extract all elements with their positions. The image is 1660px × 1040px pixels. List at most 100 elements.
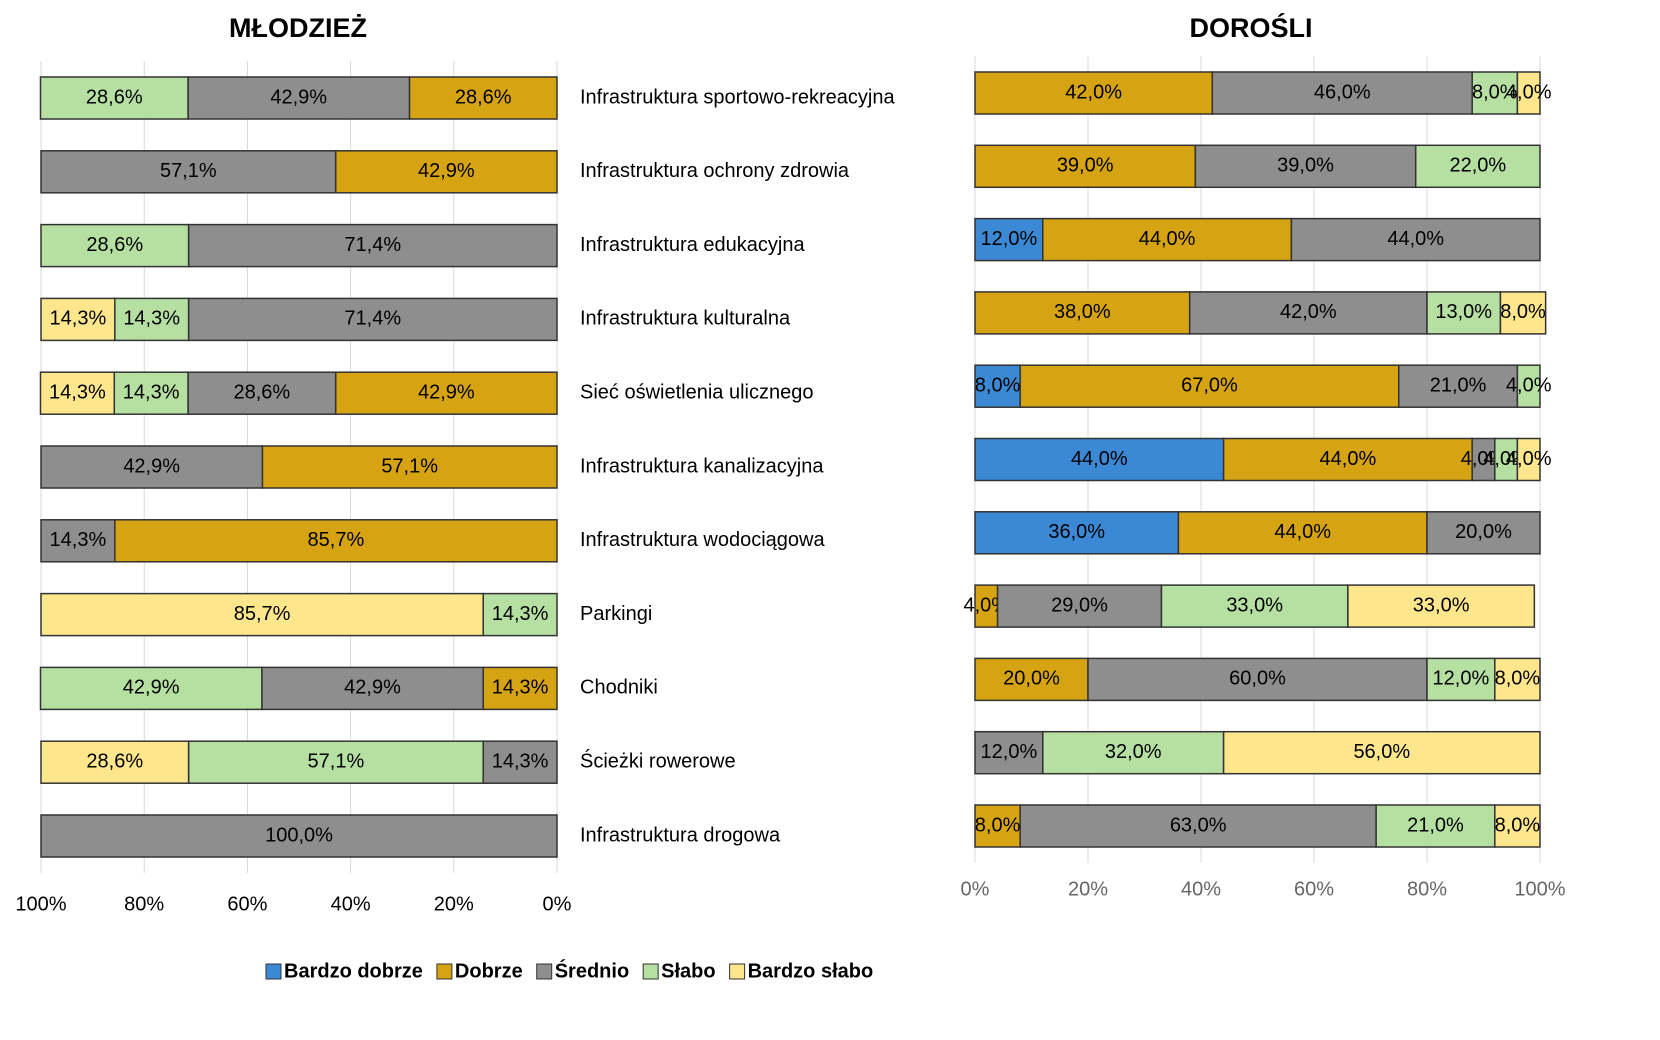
data-label: 21,0%: [1407, 814, 1464, 836]
data-label: 22,0%: [1449, 155, 1506, 177]
data-label: 39,0%: [1277, 155, 1334, 177]
data-label: 42,0%: [1065, 81, 1122, 103]
bar-segment: [1494, 804, 1541, 848]
bar-segment: [1160, 584, 1349, 628]
bar-segment: [1087, 657, 1428, 702]
data-label: 14,3%: [50, 529, 107, 551]
bar-segment: [1177, 511, 1428, 555]
x-tick-label: 100%: [1514, 878, 1565, 900]
bar-segment: [187, 297, 558, 342]
category-label: Parkingi: [580, 603, 652, 625]
bar-segment: [974, 511, 1180, 555]
data-label: 14,3%: [123, 381, 180, 403]
data-label: 4,0%: [1506, 81, 1552, 103]
bar-segment: [996, 584, 1163, 628]
data-label: 85,7%: [308, 529, 365, 551]
bar-segment: [187, 223, 558, 268]
bar-segment: [40, 592, 484, 637]
bar-segment: [974, 437, 1225, 482]
bar-segment: [1471, 71, 1519, 115]
bar-segment: [1398, 364, 1519, 408]
data-label: 20,0%: [1455, 521, 1512, 543]
x-tick-label: 60%: [227, 893, 267, 915]
data-label: 8,0%: [1495, 814, 1541, 836]
data-label: 39,0%: [1057, 155, 1114, 177]
x-tick-label: 80%: [1407, 878, 1447, 900]
bar-segment: [40, 150, 337, 194]
data-label: 14,3%: [50, 308, 107, 330]
category-label: Ścieżki rowerowe: [580, 748, 736, 772]
x-tick-label: 40%: [331, 893, 371, 915]
bar-segment: [40, 297, 116, 342]
category-label: Chodniki: [580, 677, 658, 699]
data-label: 56,0%: [1353, 741, 1410, 763]
legend-label: Dobrze: [455, 960, 523, 982]
data-label: 85,7%: [234, 603, 291, 625]
bar-segment: [974, 730, 1044, 775]
chart-title: DOROŚLI: [1189, 12, 1312, 43]
data-label: 14,3%: [49, 381, 106, 403]
data-label: 4,0%: [1506, 448, 1552, 470]
data-label: 28,6%: [233, 381, 290, 403]
data-label: 57,1%: [381, 455, 438, 477]
bar-segment: [261, 666, 484, 711]
bar-segment: [1042, 730, 1225, 775]
bar-segment: [1211, 71, 1473, 115]
bar-segment: [187, 740, 484, 784]
data-label: 8,0%: [1495, 668, 1541, 690]
data-label: 8,0%: [975, 374, 1021, 396]
bar-segment: [334, 371, 558, 415]
bar-segment: [1290, 217, 1541, 262]
bar-segment: [974, 364, 1021, 408]
bar-segment: [1414, 144, 1541, 189]
data-label: 44,0%: [1274, 521, 1331, 543]
bar-segment: [1426, 511, 1541, 555]
data-label: 28,6%: [86, 86, 143, 108]
data-label: 21,0%: [1430, 374, 1487, 396]
legend-swatch: [729, 963, 746, 980]
data-label: 46,0%: [1314, 81, 1371, 103]
data-label: 57,1%: [308, 750, 365, 772]
bar-segment: [1375, 804, 1496, 848]
data-label: 4,0%: [1506, 374, 1552, 396]
data-label: 13,0%: [1435, 301, 1492, 323]
bar-segment: [39, 371, 116, 415]
data-label: 33,0%: [1226, 594, 1283, 616]
x-tick-label: 60%: [1294, 878, 1334, 900]
bar-segment: [187, 371, 337, 415]
data-label: 29,0%: [1051, 594, 1108, 616]
data-label: 28,6%: [86, 234, 143, 256]
legend-swatch: [642, 963, 659, 980]
bar-segment: [974, 144, 1197, 189]
data-label: 63,0%: [1170, 814, 1227, 836]
x-tick-label: 0%: [961, 878, 990, 900]
data-label: 42,9%: [418, 381, 475, 403]
bar-segment: [482, 592, 558, 637]
bar-segment: [1222, 730, 1541, 775]
bar-segment: [1516, 71, 1541, 115]
bar-segment: [974, 804, 1021, 848]
category-label: Infrastruktura ochrony zdrowia: [580, 160, 850, 182]
data-label: 42,9%: [123, 455, 180, 477]
data-label: 42,9%: [344, 677, 401, 699]
data-label: 67,0%: [1181, 374, 1238, 396]
data-label: 71,4%: [344, 308, 401, 330]
category-label: Infrastruktura edukacyjna: [580, 234, 805, 256]
data-label: 44,0%: [1320, 448, 1377, 470]
bar-segment: [1188, 291, 1428, 335]
bar-segment: [1426, 291, 1502, 335]
data-label: 44,0%: [1071, 448, 1128, 470]
data-label: 14,3%: [492, 750, 549, 772]
data-label: 57,1%: [160, 160, 217, 182]
category-label: Infrastruktura kulturalna: [580, 308, 791, 330]
bar-segment: [974, 657, 1089, 702]
bar-segment: [334, 150, 558, 194]
data-label: 28,6%: [86, 750, 143, 772]
data-label: 14,3%: [492, 603, 549, 625]
bar-segment: [39, 666, 263, 711]
category-label: Sieć oświetlenia ulicznego: [580, 381, 813, 403]
data-label: 8,0%: [975, 814, 1021, 836]
bar-segment: [1019, 804, 1377, 848]
data-label: 36,0%: [1048, 521, 1105, 543]
legend-label: Słabo: [661, 960, 715, 982]
